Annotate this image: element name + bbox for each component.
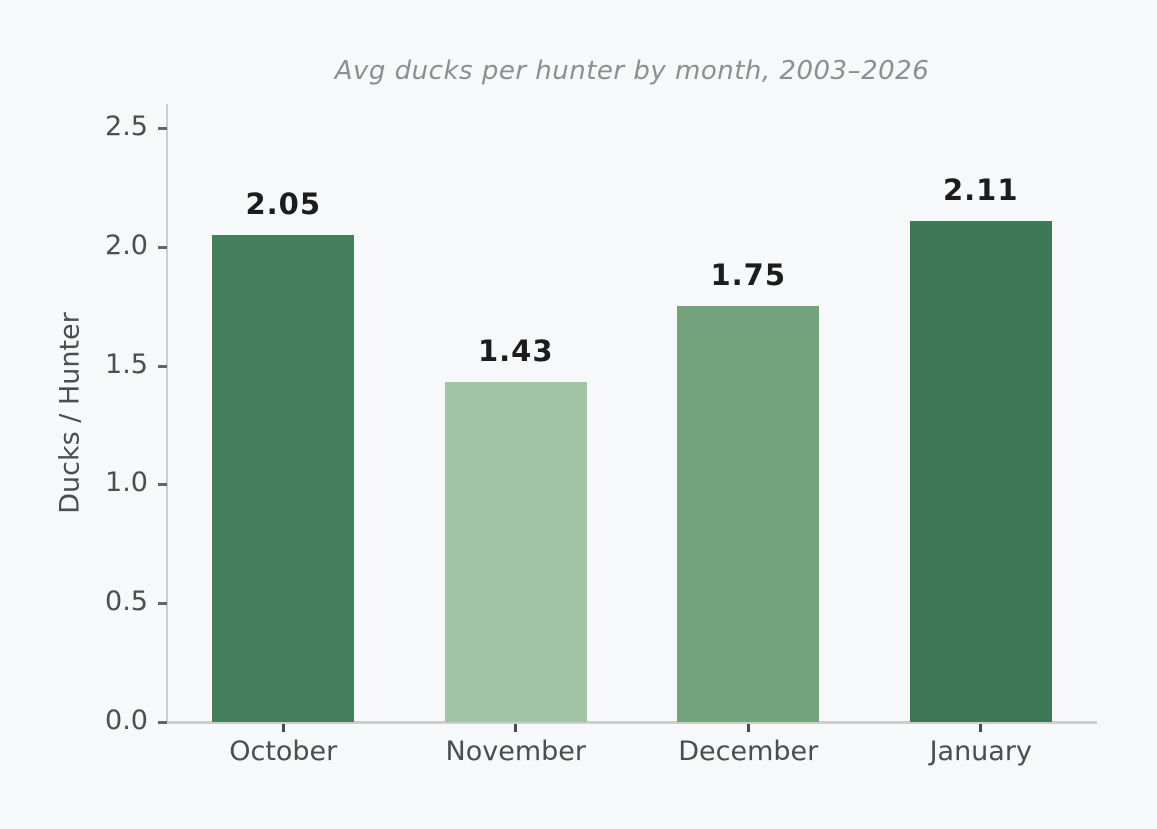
y-tick [158,127,167,130]
y-tick [158,483,167,487]
chart-title: Avg ducks per hunter by month, 2003–2026 [334,56,930,86]
bar-value-label: 1.75 [710,258,787,293]
x-tick-label: October [229,736,338,767]
x-tick [281,724,285,732]
bar-value-label: 2.11 [942,172,1019,207]
bar-october [212,234,355,722]
y-tick [158,364,167,368]
x-axis-spine [166,721,1097,724]
y-tick [158,602,167,606]
y-tick-label: 1.5 [105,348,148,380]
x-tick-label: November [445,736,586,767]
y-tick-label: 0.0 [105,705,148,736]
x-tick [746,724,750,732]
bar-value-label: 1.43 [477,334,554,369]
y-tick [158,245,167,249]
x-tick-label: January [929,736,1032,767]
y-tick [158,721,167,724]
y-tick-label: 0.5 [105,586,148,618]
x-tick-label: December [678,736,819,767]
bar-value-label: 2.05 [245,186,322,221]
bar-december [677,306,820,722]
bar-november [444,382,587,722]
x-tick [514,724,518,732]
y-tick-label: 2.0 [105,229,148,261]
x-tick [979,724,983,732]
y-axis-spine [166,104,168,723]
y-tick-label: 1.0 [105,467,148,499]
bar-january [909,220,1052,722]
y-tick-label: 2.5 [105,111,148,142]
